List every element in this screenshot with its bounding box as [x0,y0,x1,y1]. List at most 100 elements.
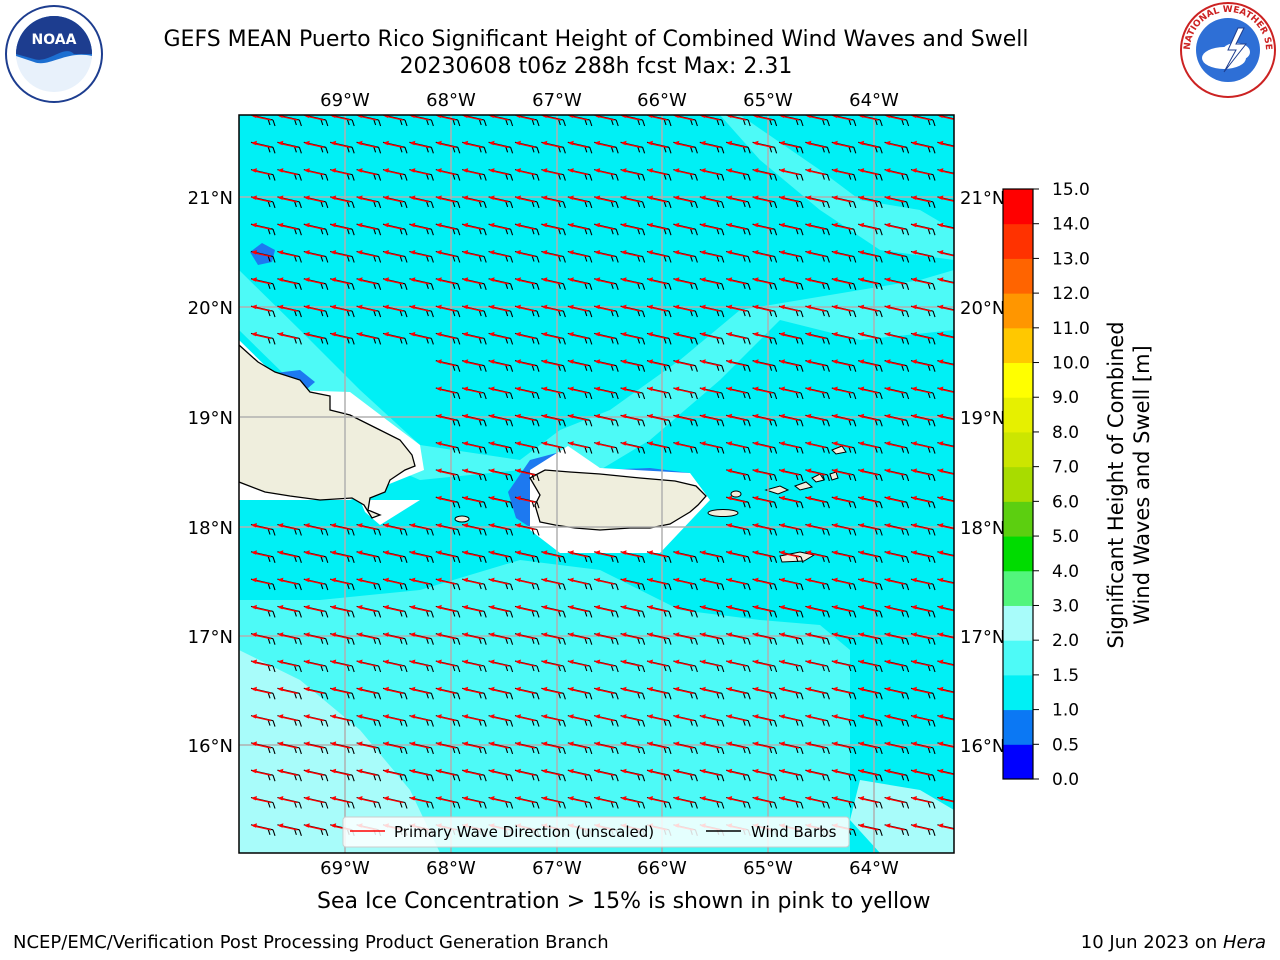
wave-direction-arrow [383,577,404,585]
wave-direction-arrow [567,359,588,367]
wave-direction-arrow [699,359,720,367]
wave-direction-arrow [541,632,562,640]
colorbar-tick-label: 8.0 [1052,423,1079,443]
wave-direction-arrow [435,495,456,503]
wave-direction-arrow [515,250,536,258]
wave-direction-arrow [647,632,668,640]
wave-direction-arrow [303,659,324,667]
lon-label: 67°W [532,858,582,879]
lat-label: 17°N [960,627,1005,648]
wave-direction-arrow [541,386,562,394]
wave-direction-arrow [462,523,483,531]
wave-direction-arrow [462,222,483,230]
map-frame [238,114,955,854]
wave-direction-arrow [277,577,298,585]
lon-label: 66°W [637,858,687,879]
colorbar-tick-label: 13.0 [1052,249,1090,269]
wave-direction-arrow [567,768,588,776]
wave-direction-arrow [831,140,852,148]
wave-direction-arrow [884,250,905,258]
wave-direction-arrow [303,523,324,531]
wave-direction-arrow [515,359,536,367]
wave-direction-arrow [541,550,562,558]
wave-direction-arrow [409,768,430,776]
colorbar-segment [1003,570,1033,606]
wave-direction-arrow [356,331,377,340]
wave-direction-arrow [594,768,615,776]
wave-direction-arrow [383,796,404,804]
wave-direction-arrow [779,741,800,749]
wave-direction-arrow [488,359,509,367]
wave-direction-arrow [647,577,668,585]
wave-direction-arrow [435,413,456,421]
wave-direction-arrow [488,604,509,613]
wave-direction-arrow [779,768,800,776]
wave-direction-arrow [726,468,747,476]
wave-direction-arrow [779,495,800,503]
wave-direction-arrow [488,304,509,312]
wave-direction-arrow [303,768,324,776]
wave-direction-arrow [567,168,588,176]
wave-direction-arrow [594,140,615,148]
wave-direction-arrow [937,168,954,175]
wave-direction-arrow [435,168,456,176]
wave-direction-arrow [673,550,694,558]
colorbar-segment [1003,536,1033,572]
wave-direction-arrow [356,550,377,558]
wave-direction-arrow [488,632,509,640]
wave-direction-arrow [911,796,932,804]
wave-direction-arrow [567,331,588,340]
wave-direction-arrow [488,714,509,722]
wave-direction-arrow [277,550,298,558]
wave-direction-arrow [647,304,668,312]
wave-direction-arrow [779,796,800,804]
wave-direction-arrow [515,577,536,585]
footer-date: 10 Jun 2023 on Hera [1081,932,1266,953]
wave-direction-arrow [831,386,852,394]
wave-direction-arrow [303,796,324,804]
wave-direction-arrow [251,195,272,203]
wave-direction-arrow [541,796,562,804]
wave-direction-arrow [620,304,641,312]
wave-direction-arrow [303,550,324,558]
wave-direction-arrow [488,577,509,585]
wave-direction-arrow [726,523,747,531]
wave-direction-arrow [831,659,852,667]
wave-direction-arrow [805,441,826,449]
wave-direction-arrow [937,386,954,393]
wave-direction-arrow [620,577,641,585]
wave-direction-arrow [752,604,773,613]
wave-direction-arrow [673,413,694,421]
wave-direction-arrow [383,550,404,558]
wave-direction-arrow [726,277,747,285]
wave-direction-arrow [937,550,954,557]
wave-direction-arrow [673,604,694,613]
wave-direction-arrow [805,359,826,367]
wave-direction-arrow [515,796,536,804]
land-vieques [707,509,739,517]
wave-direction-arrow [805,468,826,476]
wave-direction-arrow [937,359,954,366]
wave-direction-arrow [620,386,641,394]
wave-direction-arrow [462,441,483,449]
wave-direction-arrow [726,441,747,449]
wave-direction-arrow [303,168,324,176]
wave-direction-arrow [858,195,879,203]
wave-direction-arrow [435,304,456,312]
lat-label: 18°N [188,518,233,539]
wave-direction-arrow [647,250,668,258]
wave-direction-arrow [805,604,826,613]
wave-direction-arrow [383,331,404,340]
wave-direction-arrow [911,495,932,503]
wave-direction-arrow [752,550,773,558]
wave-direction-arrow [356,714,377,722]
wave-direction-arrow [515,523,536,531]
wave-direction-arrow [541,659,562,667]
wave-direction-arrow [330,195,351,203]
lat-label: 16°N [188,736,233,757]
wave-direction-arrow [858,140,879,148]
wave-direction-arrow [831,168,852,176]
wave-direction-arrow [779,468,800,476]
wave-direction-arrow [752,304,773,312]
lon-label: 68°W [426,90,476,111]
